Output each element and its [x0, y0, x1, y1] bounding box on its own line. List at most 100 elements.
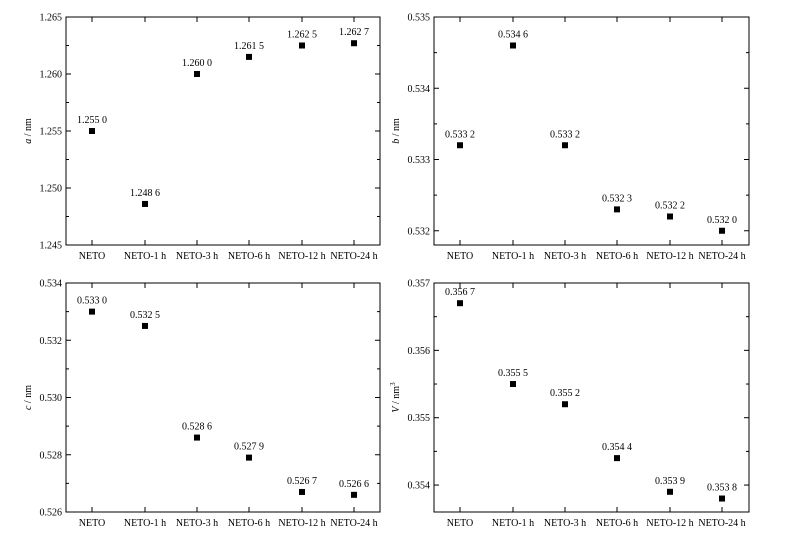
x-tick-label: NETO	[447, 251, 473, 262]
y-tick-label: 0.354	[408, 481, 431, 492]
x-tick-label: NETO-1 h	[492, 251, 534, 262]
y-tick-label: 1.250	[40, 184, 63, 195]
data-label: 1.260 0	[182, 58, 212, 69]
y-axis-title-variable: c	[23, 405, 34, 410]
data-point	[142, 200, 148, 207]
x-tick-label: NETO-24 h	[330, 251, 377, 262]
y-tick-label: 0.533	[408, 155, 431, 166]
y-tick-label: 1.265	[40, 13, 63, 24]
plot-frame	[65, 282, 381, 513]
data-point	[614, 206, 620, 213]
x-tick-label: NETO-3 h	[176, 251, 218, 262]
x-tick-label: NETO-1 h	[124, 518, 166, 529]
data-point	[719, 227, 725, 234]
y-tick-label: 1.260	[40, 70, 63, 81]
data-point	[194, 434, 200, 441]
y-tick-label: 0.357	[408, 279, 431, 290]
chart-panel-4: 0.354 0.355 0.356 0.357 NETO NETO-1 h NETO-3 h…	[389, 279, 750, 529]
data-label: 1.248 6	[130, 188, 160, 199]
data-point	[194, 71, 200, 77]
x-tick-label: NETO-12 h	[646, 518, 693, 529]
data-label: 0.356 7	[445, 287, 475, 298]
chart-panel-1: 1.245 1.250 1.255 1.260 1.265 NETO NETO-1 h NET…	[23, 13, 381, 262]
data-label: 0.355 5	[498, 368, 528, 379]
y-tick-label: 0.526	[40, 508, 63, 519]
y-tick-label: 1.255	[40, 127, 63, 138]
x-tick-label: NETO-3 h	[176, 518, 218, 529]
data-label: 1.261 5	[234, 41, 264, 52]
x-tick-label: NETO-12 h	[278, 518, 325, 529]
data-label: 0.532 3	[602, 193, 632, 204]
y-tick-label: 0.534	[40, 279, 63, 290]
data-label: 1.255 0	[77, 115, 107, 126]
data-label: 0.527 9	[234, 442, 264, 453]
y-axis-title-unit: / nm	[391, 386, 402, 407]
y-axis-title-unit: / nm	[23, 385, 34, 406]
data-point	[299, 42, 305, 49]
x-tick-label: NETO	[79, 251, 105, 262]
x-tick-label: NETO-24 h	[330, 518, 377, 529]
plot-frame	[433, 282, 750, 513]
data-point	[614, 455, 620, 462]
y-axis-title-superscript: 3	[389, 382, 397, 386]
x-tick-label: NETO-12 h	[646, 251, 693, 262]
data-label: 0.534 6	[498, 30, 528, 41]
x-tick-label: NETO	[79, 518, 105, 529]
x-tick-label: NETO-3 h	[544, 251, 586, 262]
x-tick-label: NETO-1 h	[124, 251, 166, 262]
data-point	[89, 128, 95, 134]
data-label: 0.355 2	[550, 388, 580, 399]
data-point	[89, 308, 95, 315]
data-point	[719, 495, 725, 502]
y-tick-label: 0.534	[408, 84, 431, 95]
data-point	[246, 53, 252, 60]
x-tick-label: NETO-6 h	[596, 251, 638, 262]
data-label: 0.532 0	[707, 215, 737, 226]
data-point	[510, 381, 516, 388]
chart-panel-2: 0.532 0.533 0.534 0.535 NETO NETO-1 h NETO-3 h…	[391, 13, 750, 262]
y-axis-title: a / nm	[23, 118, 34, 144]
data-point	[351, 40, 357, 47]
data-point	[562, 401, 568, 408]
y-axis-title: c / nm	[23, 385, 34, 410]
x-tick-label: NETO-6 h	[228, 518, 270, 529]
data-label: 0.528 6	[182, 422, 212, 433]
y-axis-title-variable: b	[391, 139, 402, 144]
x-tick-label: NETO	[447, 518, 473, 529]
data-point	[457, 300, 463, 307]
x-tick-label: NETO-24 h	[698, 518, 745, 529]
data-point	[246, 454, 252, 461]
y-tick-label: 0.532	[408, 226, 431, 237]
data-label: 0.533 2	[445, 129, 475, 140]
data-point	[510, 42, 516, 49]
chart-panel-3: 0.526 0.528 0.530 0.532 0.534 NETO NETO-1 h NET…	[23, 279, 381, 529]
y-tick-label: 0.355	[408, 413, 431, 424]
x-tick-label: NETO-6 h	[228, 251, 270, 262]
y-axis-title-variable: V	[391, 405, 402, 413]
data-label: 0.526 6	[339, 479, 369, 490]
data-label: 0.353 9	[655, 476, 685, 487]
y-axis-title: b / nm	[391, 118, 402, 144]
data-label: 0.532 5	[130, 310, 160, 321]
data-point	[667, 213, 673, 220]
y-tick-label: 0.532	[40, 336, 63, 347]
data-point	[457, 142, 463, 149]
y-axis-title-unit: / nm	[391, 118, 402, 139]
y-axis-title-unit: / nm	[23, 118, 34, 139]
x-tick-label: NETO-6 h	[596, 518, 638, 529]
y-tick-label: 1.245	[40, 241, 63, 252]
data-label: 1.262 7	[339, 27, 369, 38]
y-axis-title-variable: a	[23, 139, 34, 144]
y-tick-label: 0.356	[408, 346, 431, 357]
plot-frame	[65, 16, 381, 246]
plot-frame	[433, 16, 750, 246]
data-point	[142, 322, 148, 329]
x-tick-label: NETO-3 h	[544, 518, 586, 529]
data-label: 0.526 7	[287, 476, 317, 487]
y-tick-label: 0.530	[40, 393, 63, 404]
data-label: 0.533 2	[550, 129, 580, 140]
y-axis-title: V / nm3	[389, 382, 402, 413]
data-point	[562, 142, 568, 149]
data-label: 1.262 5	[287, 30, 317, 41]
